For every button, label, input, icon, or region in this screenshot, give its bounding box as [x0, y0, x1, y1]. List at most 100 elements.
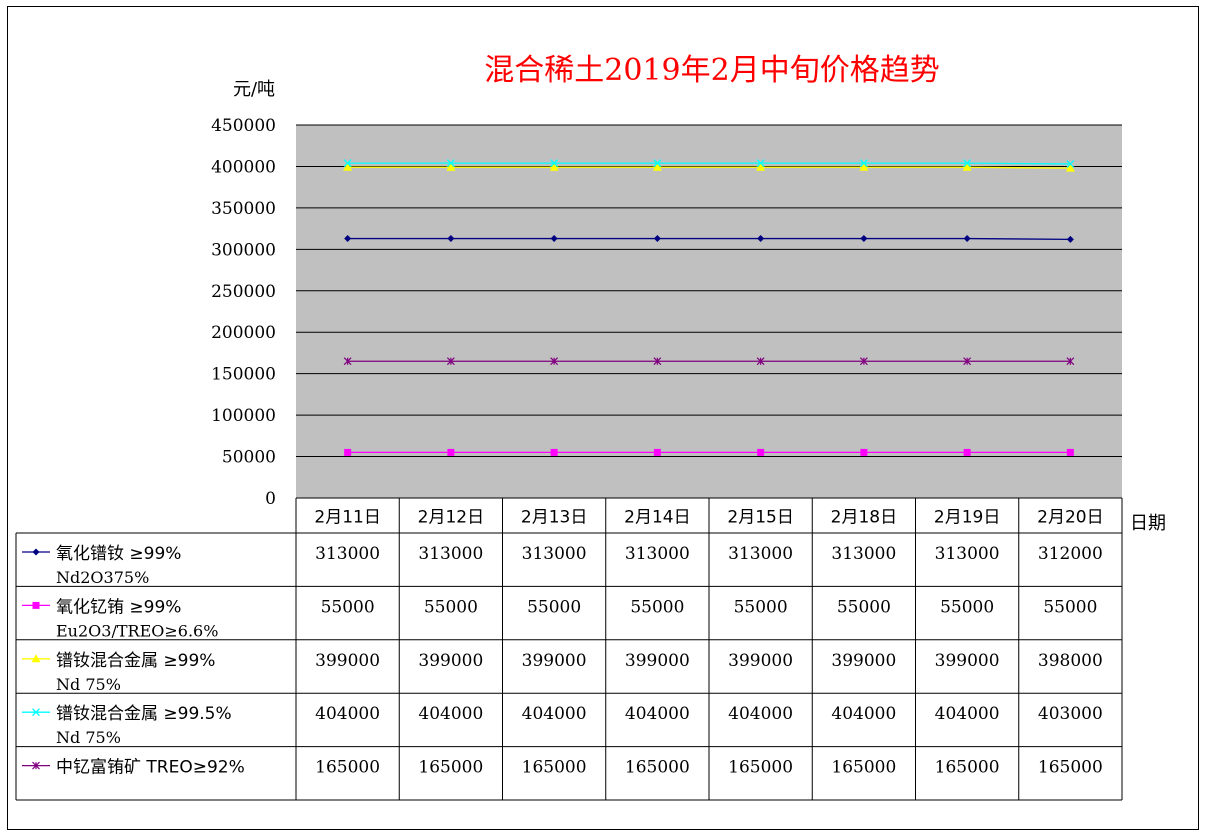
data-point — [446, 159, 455, 168]
table-cell-value: 55000 — [837, 597, 891, 617]
table-cell-value: 404000 — [418, 704, 483, 724]
y-tick-label: 450000 — [211, 116, 276, 136]
x-tick-label: 2月13日 — [521, 508, 587, 528]
data-point — [963, 159, 972, 168]
legend-label: 镨钕混合金属 ≥99% — [56, 651, 215, 671]
table-cell-value: 313000 — [522, 544, 587, 564]
legend-label: 中钇富铕矿 TREO≥92% — [56, 758, 245, 778]
data-point — [343, 357, 352, 366]
data-point — [962, 162, 972, 171]
series-line — [347, 237, 1071, 241]
table-cell-value: 404000 — [831, 704, 896, 724]
plot-area — [296, 125, 1122, 498]
series-line — [347, 166, 1071, 169]
x-tick-label: 2月20日 — [1037, 508, 1103, 528]
y-tick-label: 100000 — [211, 406, 276, 426]
data-point — [550, 448, 558, 456]
data-point — [653, 159, 662, 168]
data-point — [32, 761, 40, 770]
data-point — [757, 235, 765, 243]
table-cell-value: 55000 — [321, 597, 375, 617]
data-point — [550, 357, 559, 366]
table-cell-value: 399000 — [418, 651, 483, 671]
y-tick-label: 150000 — [211, 365, 276, 385]
x-axis-label: 日期 — [1130, 513, 1166, 534]
data-point — [1066, 357, 1075, 366]
table-cell-value: 404000 — [935, 704, 1000, 724]
table-cell-value: 165000 — [935, 758, 1000, 778]
table-cell-value: 165000 — [522, 758, 587, 778]
data-point — [32, 548, 40, 556]
data-point — [32, 708, 40, 717]
table-cell-value: 55000 — [1043, 597, 1097, 617]
table-cell-value: 55000 — [424, 597, 478, 617]
y-tick-label: 400000 — [211, 157, 276, 177]
table-cell-value: 55000 — [734, 597, 788, 617]
table-cell-value: 404000 — [728, 704, 793, 724]
data-point — [32, 601, 40, 609]
data-point — [343, 159, 352, 168]
table-cell-value: 313000 — [831, 544, 896, 564]
data-point — [860, 235, 868, 243]
data-point — [860, 448, 868, 456]
table-cell-value: 399000 — [625, 651, 690, 671]
table-cell-value: 404000 — [625, 704, 690, 724]
table-cell-value: 399000 — [522, 651, 587, 671]
table-cell-value: 313000 — [935, 544, 1000, 564]
legend-label: 氧化钇铕 ≥99% — [56, 597, 181, 617]
table-cell-value: 312000 — [1038, 544, 1103, 564]
table-cell-value: 55000 — [527, 597, 581, 617]
data-point — [859, 357, 868, 366]
table-cell-value: 165000 — [418, 758, 483, 778]
x-tick-label: 2月12日 — [418, 508, 484, 528]
data-point — [653, 448, 661, 456]
y-tick-label: 250000 — [211, 282, 276, 302]
table-cell-value: 313000 — [418, 544, 483, 564]
y-tick-label: 350000 — [211, 199, 276, 219]
data-point — [653, 357, 662, 366]
legend-label-detail: Nd2O375% — [56, 568, 149, 587]
legend-label: 氧化镨钕 ≥99% — [56, 544, 181, 564]
table-cell-value: 165000 — [728, 758, 793, 778]
table-cell-value: 399000 — [315, 651, 380, 671]
data-point — [1066, 448, 1074, 456]
table-cell-value: 398000 — [1038, 651, 1103, 671]
legend-label-detail: Nd 75% — [56, 728, 121, 747]
data-point — [1065, 163, 1075, 172]
data-point — [756, 162, 766, 171]
x-tick-label: 2月19日 — [934, 508, 1000, 528]
data-point — [447, 448, 455, 456]
data-point — [963, 357, 972, 366]
data-point — [652, 162, 662, 171]
data-point — [344, 448, 352, 456]
data-point — [550, 159, 559, 168]
data-point — [1066, 235, 1074, 243]
data-point — [859, 162, 869, 171]
data-point — [963, 235, 971, 243]
table-cell-value: 403000 — [1038, 704, 1103, 724]
table-cell-value: 165000 — [625, 758, 690, 778]
table-cell-value: 399000 — [935, 651, 1000, 671]
table-cell-value: 165000 — [1038, 758, 1103, 778]
y-tick-label: 200000 — [211, 323, 276, 343]
y-axis-label: 元/吨 — [233, 79, 275, 100]
data-point — [1066, 159, 1075, 168]
chart-title: 混合稀土2019年2月中旬价格趋势 — [484, 53, 939, 88]
table-cell-value: 165000 — [831, 758, 896, 778]
data-point — [446, 357, 455, 366]
table-cell-value: 404000 — [522, 704, 587, 724]
y-tick-label: 0 — [265, 489, 276, 509]
table-cell-value: 399000 — [831, 651, 896, 671]
table-cell-value: 55000 — [940, 597, 994, 617]
data-point — [859, 159, 868, 168]
table-cell-value: 313000 — [728, 544, 793, 564]
table-cell-value: 313000 — [625, 544, 690, 564]
y-tick-label: 300000 — [211, 240, 276, 260]
data-point — [550, 235, 558, 243]
legend-label-detail: Nd 75% — [56, 675, 121, 694]
data-point — [343, 162, 353, 171]
legend-label: 镨钕混合金属 ≥99.5% — [56, 704, 232, 724]
data-point — [653, 235, 661, 243]
data-point — [446, 162, 456, 171]
